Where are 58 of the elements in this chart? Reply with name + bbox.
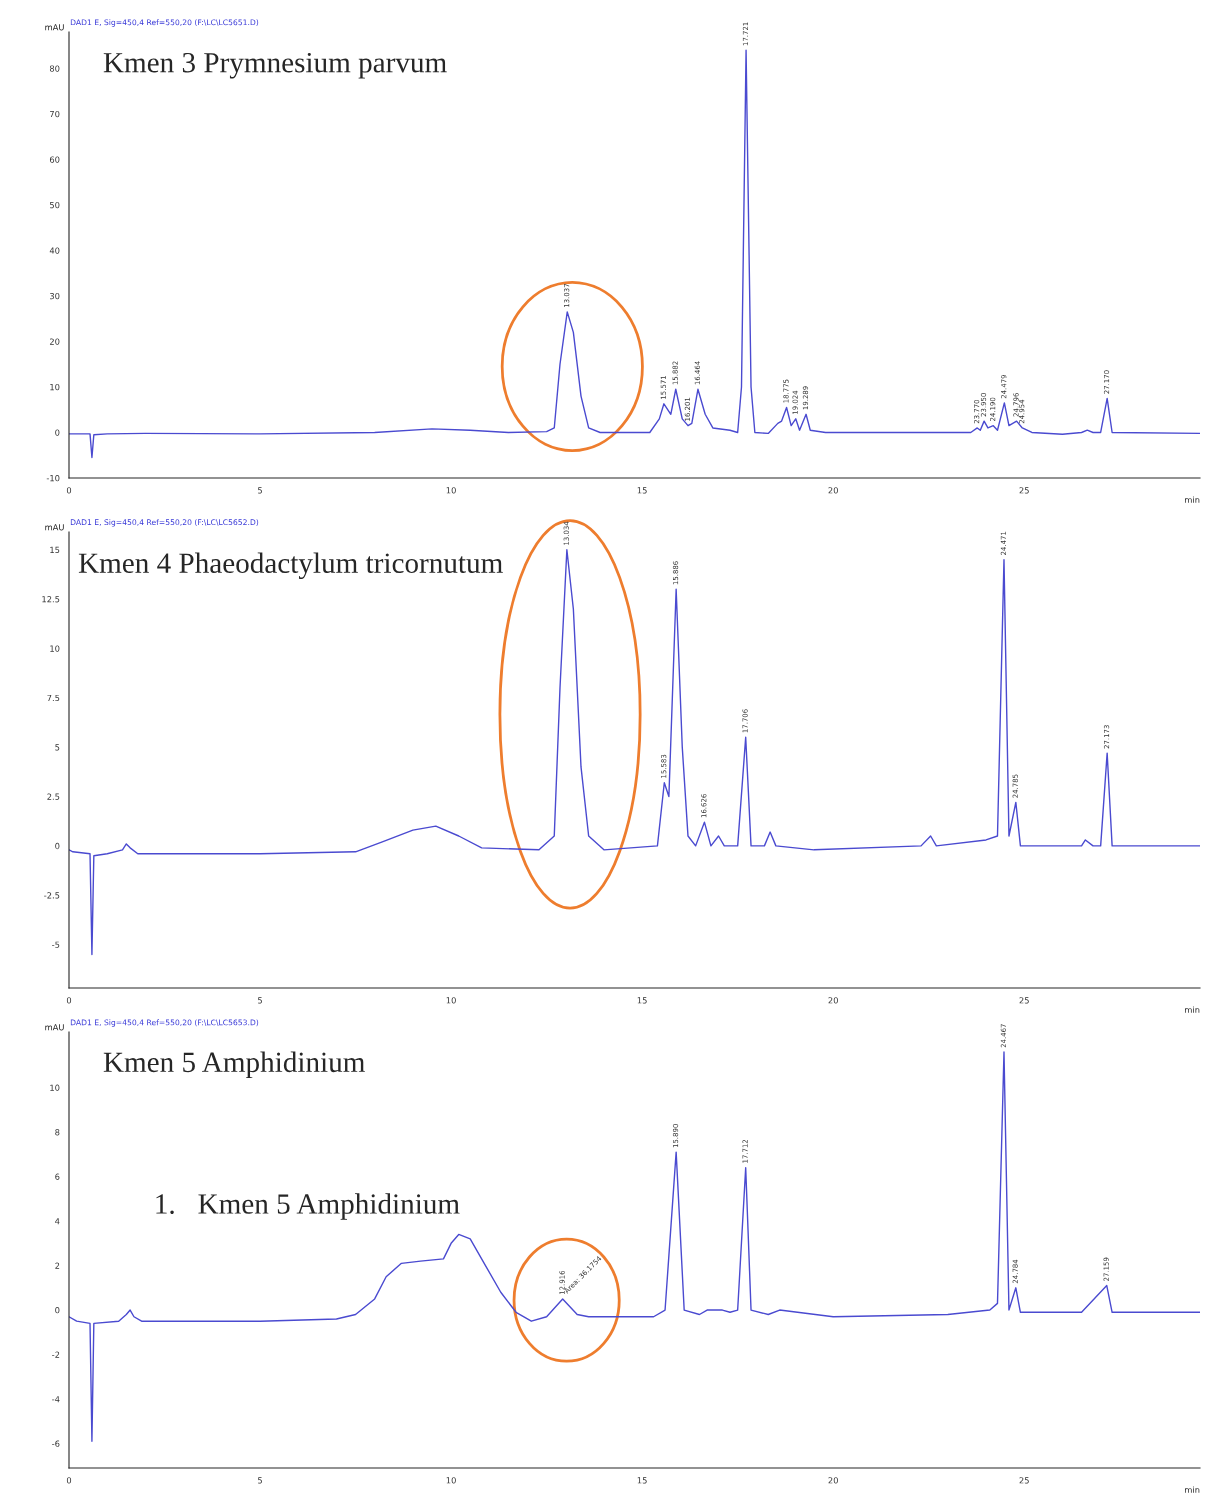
x-tick-label: 0 (66, 997, 72, 1004)
y-axis-title: mAU (45, 1024, 64, 1031)
y-tick-label: -5 (52, 941, 60, 948)
y-tick-label: 8 (55, 1129, 60, 1136)
text: Kmen 4 Phaeodactylum tricornutum (78, 552, 503, 580)
y-tick-label: -2.5 (44, 892, 60, 899)
y-tick-label: 15 (50, 546, 60, 554)
y-tick-label: 2 (55, 1262, 60, 1269)
x-tick-label: 15 (637, 997, 647, 1004)
x-tick-label: 10 (446, 487, 456, 494)
y-tick-label: -10 (46, 474, 60, 482)
x-axis-title: min (1185, 1486, 1200, 1493)
y-tick-label: 10 (50, 383, 60, 391)
y-tick-label: 30 (50, 292, 60, 300)
x-tick-label: 15 (637, 1477, 647, 1484)
x-axis-title: min (1185, 1006, 1200, 1013)
y-axis-title: mAU (45, 524, 64, 531)
y-tick-label: 0 (55, 429, 60, 436)
y-tick-label: 6 (55, 1173, 60, 1180)
x-tick-label: 25 (1019, 487, 1029, 494)
line-series (69, 49, 1200, 459)
y-tick-label: 0 (55, 842, 60, 850)
y-axis-title: mAU (45, 24, 64, 31)
x-tick-label: 10 (446, 1477, 456, 1484)
y-tick-label: 60 (49, 156, 60, 163)
y-tick-label: 50 (50, 201, 60, 209)
x-tick-label: 20 (828, 1477, 838, 1484)
x-axis-title: min (1185, 496, 1200, 503)
x-tick-label: 15 (637, 487, 647, 494)
y-tick-label: -2 (52, 1351, 60, 1358)
text: Kmen 5 Amphidinium (103, 1051, 365, 1079)
y-tick-label: 5 (55, 744, 60, 751)
x-tick-label: 5 (258, 487, 262, 494)
y-tick-label: 10 (50, 645, 60, 652)
x-tick-label: 5 (258, 997, 262, 1004)
x-tick-label: 0 (66, 487, 72, 494)
y-tick-label: -4 (52, 1396, 60, 1403)
x-tick-label: 5 (258, 1477, 262, 1484)
x-tick-label: 10 (446, 997, 456, 1004)
y-tick-label: 2.5 (47, 793, 60, 800)
y-tick-label: 70 (50, 110, 60, 118)
text: Kmen 3 Prymnesium parvum (103, 52, 447, 79)
y-tick-label: 80 (49, 65, 60, 72)
annotation: 1. Kmen 5 Amphidinium (156, 1193, 460, 1220)
y-tick-label: 40 (49, 247, 60, 254)
y-tick-label: 10 (50, 1084, 60, 1091)
line-series (69, 1051, 1200, 1443)
x-tick-label: 20 (828, 487, 838, 494)
y-tick-label: 0 (55, 1307, 60, 1314)
x-tick-label: 0 (66, 1477, 72, 1484)
y-tick-label: 4 (55, 1218, 60, 1225)
y-tick-label: 12.5 (42, 596, 60, 603)
x-tick-label: 25 (1019, 997, 1029, 1004)
x-tick-label: 25 (1019, 1477, 1029, 1484)
y-tick-label: 7.5 (47, 694, 60, 702)
x-tick-label: 20 (828, 997, 838, 1004)
y-tick-label: 20 (49, 338, 60, 345)
y-tick-label: -6 (52, 1440, 60, 1447)
